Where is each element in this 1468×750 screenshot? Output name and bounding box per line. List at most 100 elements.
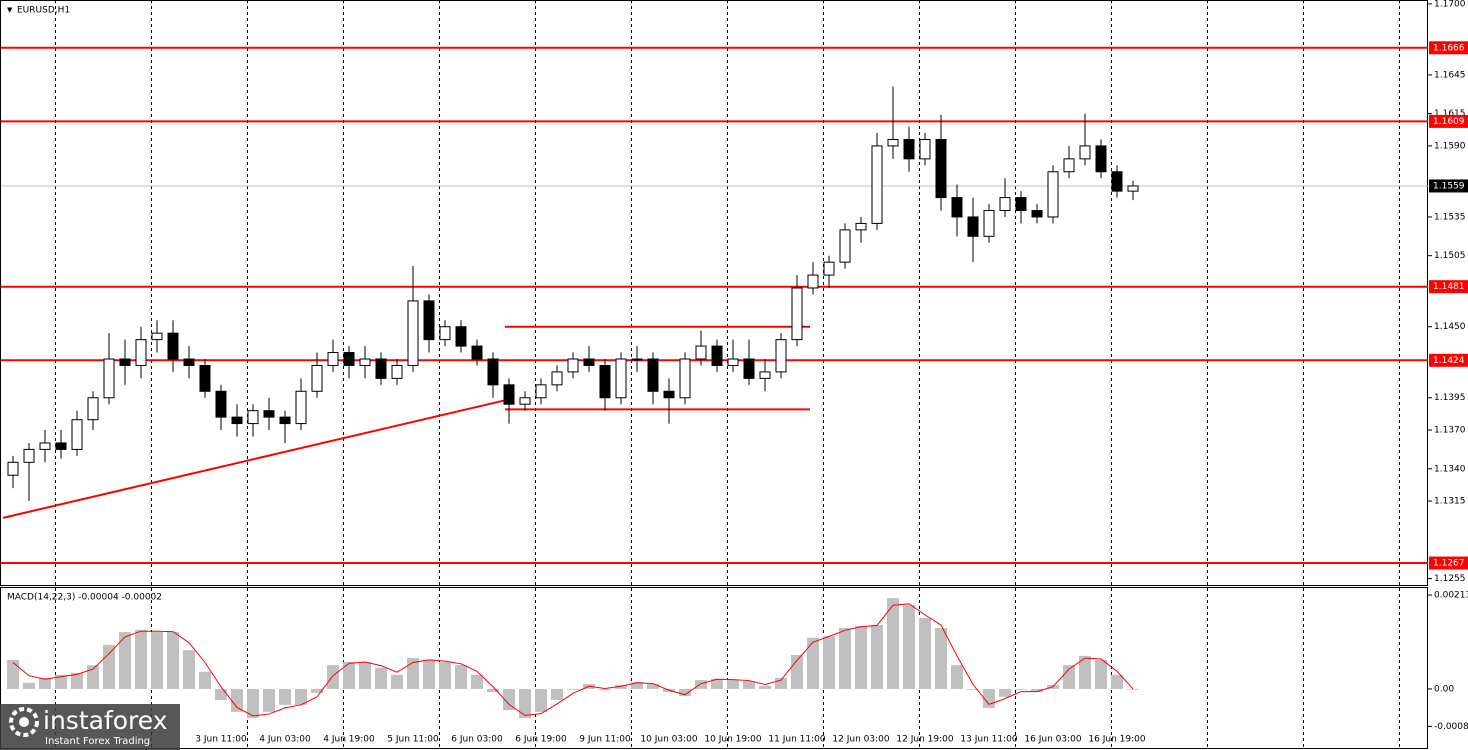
macd-bar bbox=[439, 662, 451, 689]
macd-bar bbox=[407, 658, 419, 689]
macd-bar bbox=[103, 644, 115, 689]
x-tick-label: 12 Jun 03:00 bbox=[832, 735, 889, 745]
candle-body bbox=[839, 229, 851, 263]
candle-body bbox=[807, 274, 819, 289]
price-frame bbox=[0, 0, 1428, 586]
level-label-bg bbox=[1429, 280, 1468, 294]
candle-body bbox=[343, 352, 355, 366]
candle-body bbox=[167, 332, 179, 360]
candle-body bbox=[487, 358, 499, 386]
watermark-icon bbox=[9, 707, 39, 737]
macd-bar bbox=[7, 659, 19, 689]
macd-title: MACD(14,22,3) -0.00004 -0.00002 bbox=[7, 593, 162, 603]
watermark-brand: instaforex bbox=[43, 706, 168, 735]
macd-bar bbox=[327, 665, 339, 689]
macd-bar bbox=[887, 598, 899, 689]
candle-body bbox=[711, 345, 723, 366]
signal-line bbox=[12, 603, 1134, 717]
macd-bar bbox=[423, 659, 435, 689]
level-label-bg bbox=[1429, 41, 1468, 55]
macd-bar bbox=[1111, 674, 1123, 689]
y-tick-label: 1.1450 bbox=[1434, 322, 1466, 332]
candle-body bbox=[519, 397, 531, 405]
level-label: 1.1481 bbox=[1433, 282, 1465, 292]
macd-bar bbox=[1127, 688, 1139, 690]
macd-bar bbox=[535, 688, 547, 712]
x-tick-label: 11 Jun 11:00 bbox=[768, 735, 825, 745]
macd-bar bbox=[727, 680, 739, 689]
macd-bar bbox=[551, 688, 563, 700]
macd-bar bbox=[567, 688, 579, 690]
candle-body bbox=[439, 326, 451, 341]
macd-bar bbox=[647, 684, 659, 689]
candle-body bbox=[1031, 209, 1043, 218]
level-label-bg bbox=[1429, 353, 1468, 367]
x-tick-label: 10 Jun 03:00 bbox=[640, 735, 697, 745]
candle-body bbox=[39, 442, 51, 450]
macd-bar bbox=[919, 617, 931, 689]
candle-body bbox=[855, 222, 867, 231]
macd-bar bbox=[391, 674, 403, 689]
candle-body bbox=[551, 371, 563, 386]
macd-bar bbox=[807, 637, 819, 689]
candle-body bbox=[775, 339, 787, 373]
macd-bar bbox=[871, 625, 883, 689]
candle-body bbox=[311, 364, 323, 392]
candle-body bbox=[919, 138, 931, 160]
candle-body bbox=[1111, 171, 1123, 192]
macd-bar bbox=[247, 688, 259, 719]
candle-body bbox=[903, 138, 915, 160]
candle-body bbox=[535, 384, 547, 399]
trend-line bbox=[2, 399, 506, 519]
candle-body bbox=[599, 364, 611, 399]
macd-bar bbox=[183, 650, 195, 689]
candle-body bbox=[1079, 145, 1091, 160]
macd-bar bbox=[823, 636, 835, 689]
candle-body bbox=[1015, 197, 1027, 211]
macd-bar bbox=[599, 688, 611, 690]
y-tick-label: 1.1615 bbox=[1434, 109, 1466, 119]
candle-body bbox=[87, 397, 99, 421]
x-tick-label: 4 Jun 19:00 bbox=[323, 735, 375, 745]
macd-bar bbox=[455, 665, 467, 689]
macd-bar bbox=[199, 671, 211, 689]
level-label-bg bbox=[1429, 114, 1468, 128]
y-tick-label: 0.00213 bbox=[1434, 591, 1468, 601]
candle-body bbox=[471, 345, 483, 360]
candle-body bbox=[663, 390, 675, 399]
candle-body bbox=[231, 416, 243, 425]
x-tick-label: 4 Jun 03:00 bbox=[259, 735, 311, 745]
macd-bar bbox=[903, 605, 915, 689]
y-tick-label: 1.1315 bbox=[1434, 497, 1466, 507]
macd-bar bbox=[55, 674, 67, 689]
candle-body bbox=[791, 287, 803, 341]
current-price-label: 1.1559 bbox=[1433, 181, 1465, 191]
candle-body bbox=[1095, 145, 1107, 173]
current-price-bg bbox=[1429, 179, 1468, 193]
x-tick-label: 12 Jun 19:00 bbox=[896, 735, 953, 745]
macd-bar bbox=[487, 688, 499, 693]
level-label: 1.1267 bbox=[1433, 559, 1465, 569]
level-label: 1.1666 bbox=[1433, 43, 1465, 53]
candle-body bbox=[647, 358, 659, 392]
candle-body bbox=[215, 390, 227, 418]
macd-bar bbox=[695, 680, 707, 689]
x-tick-label: 6 Jun 03:00 bbox=[451, 735, 503, 745]
macd-bar bbox=[295, 688, 307, 705]
macd-bar bbox=[23, 682, 35, 689]
macd-bar bbox=[615, 684, 627, 689]
macd-bar bbox=[935, 628, 947, 689]
macd-bar bbox=[1015, 688, 1027, 690]
macd-bar bbox=[855, 625, 867, 689]
y-tick-label: 1.1505 bbox=[1434, 251, 1466, 261]
macd-bar bbox=[1079, 655, 1091, 689]
macd-bar bbox=[87, 665, 99, 689]
macd-bar bbox=[743, 681, 755, 689]
candle-body bbox=[935, 138, 947, 199]
candle-body bbox=[183, 358, 195, 366]
candle-body bbox=[375, 358, 387, 379]
macd-bar bbox=[359, 662, 371, 689]
plot-layer bbox=[1, 46, 1428, 719]
